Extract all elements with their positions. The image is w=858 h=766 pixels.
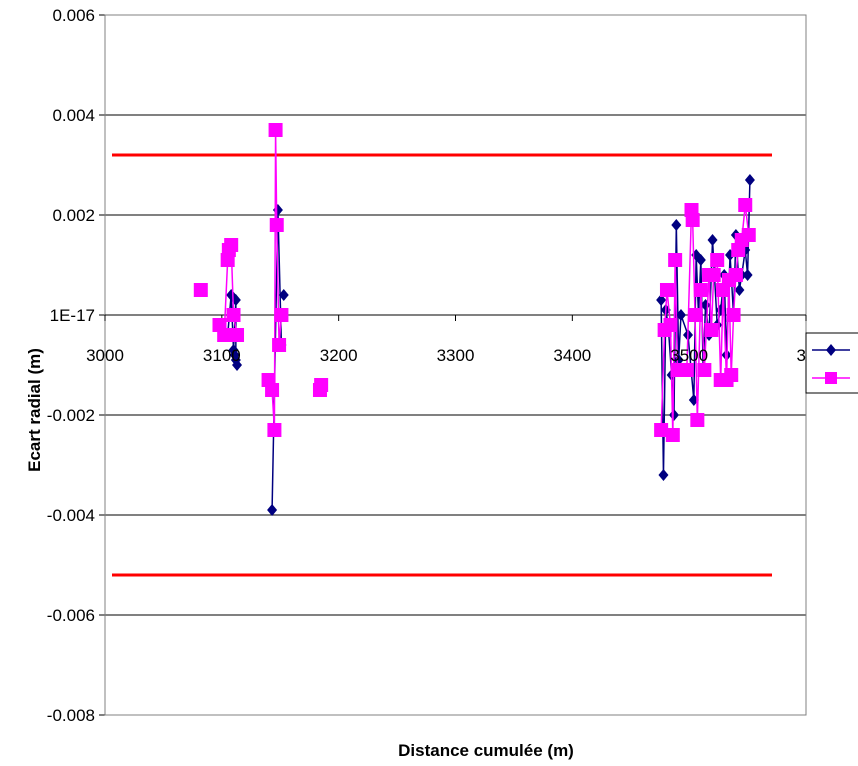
data-point [272,204,283,216]
x-tick-label: 3400 [553,346,591,365]
data-point [697,363,712,377]
data-point [742,269,753,281]
data-point [232,359,243,371]
data-point [226,308,241,322]
legend-marker-series-2 [825,372,837,384]
series-2 [193,123,756,442]
data-point [265,383,280,397]
y-tick-label: -0.008 [47,706,95,725]
data-point [659,283,674,297]
y-tick-label: -0.004 [47,506,95,525]
data-point [690,413,705,427]
data-point [706,268,721,282]
y-tick-label: 0.006 [52,6,95,25]
series [193,123,756,516]
data-point [734,284,745,296]
data-point [658,469,669,481]
legend-marker-series-1 [826,344,836,356]
data-point [654,423,669,437]
data-point [688,308,703,322]
data-point [744,174,755,186]
data-point [741,228,756,242]
data-point [728,268,743,282]
data-point [693,283,708,297]
y-tick-label: -0.002 [47,406,95,425]
data-point [278,289,289,301]
data-point [230,328,245,342]
data-point [704,323,719,337]
x-tick-label: 3000 [86,346,124,365]
data-point [668,253,683,267]
data-point [679,363,694,377]
data-point [267,504,278,516]
y-tick-labels: 0.006 0.004 0.002 1E-17 -0.002 -0.004 -0.006 -0… [47,6,95,725]
data-point [707,234,718,246]
x-axis-title: Distance cumulée (m) [398,741,574,760]
data-point [269,218,284,232]
data-point [724,368,739,382]
x-tick-label: 3300 [437,346,475,365]
x-tick-label: 3500 [670,346,708,365]
data-point [710,253,725,267]
data-point [685,213,700,227]
data-point [665,428,680,442]
data-point [229,349,240,361]
data-point [267,423,282,437]
data-point [738,198,753,212]
data-point [217,328,232,342]
data-point [193,283,208,297]
data-point [671,219,682,231]
y-axis-title: Ecart radial (m) [25,348,44,472]
data-point [668,409,679,421]
data-point [726,308,741,322]
data-point [314,378,329,392]
data-point [274,308,289,322]
series-1 [222,174,755,516]
x-tick-labels: 30003100320033003400350036 [86,346,815,365]
data-point [695,254,706,266]
data-point [224,238,239,252]
y-tick-label: 0.002 [52,206,95,225]
y-tick-label: -0.006 [47,606,95,625]
y-tick-label: 0.004 [52,106,95,125]
y-tick-label: 1E-17 [50,306,95,325]
threshold-lines [112,153,772,577]
x-tick-label: 3200 [320,346,358,365]
data-point [268,123,283,137]
data-point [663,318,678,332]
data-point [272,338,287,352]
data-point [675,309,686,321]
x-tick-label: 3100 [203,346,241,365]
legend [805,332,858,394]
